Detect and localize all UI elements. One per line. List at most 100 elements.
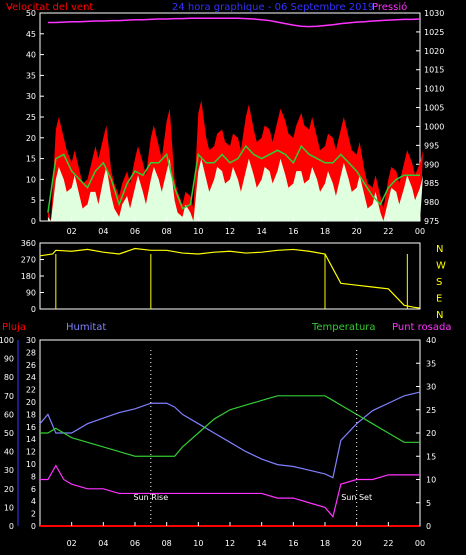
temperatura-tick-label: 30 — [426, 383, 436, 392]
pluja-tick-label: 30 — [26, 336, 36, 345]
pluja-tick-label: 20 — [26, 398, 36, 407]
humitat-tick-label: 40 — [4, 448, 14, 457]
x-tick-label: 08 — [162, 227, 172, 236]
pluja-tick-label: 24 — [26, 373, 36, 382]
pressure-line — [47, 17, 421, 28]
humitat-tick-label: 60 — [4, 410, 14, 419]
wind-y-tick-label: 35 — [26, 71, 36, 80]
direction-letter: N — [436, 244, 443, 255]
x-tick-label: 22 — [383, 539, 393, 548]
pluja-tick-label: 14 — [26, 435, 36, 444]
x-tick-label: 22 — [383, 227, 393, 236]
x-tick-label: 06 — [130, 539, 140, 548]
temperatura-label: Temperatura — [311, 322, 376, 333]
series-humitat — [39, 391, 421, 479]
pluja-label: Pluja — [2, 322, 26, 333]
pluja-tick-label: 12 — [26, 448, 36, 457]
pluja-tick-label: 28 — [26, 348, 36, 357]
sun-rise-label: Sun Rise — [134, 493, 169, 502]
x-tick-label: 12 — [225, 227, 235, 236]
pressure-y-tick-label: 1020 — [424, 47, 444, 56]
direction-panel-frame — [39, 242, 421, 310]
pluja-tick-label: 16 — [26, 423, 36, 432]
pressure-y-tick-label: 1025 — [424, 28, 444, 37]
chart-title: 24 hora graphique - 06 Septembre 2019 — [172, 2, 374, 13]
direction-letter: E — [436, 294, 442, 305]
x-tick-label: 12 — [225, 539, 235, 548]
x-tick-label: 06 — [130, 227, 140, 236]
wind-y-tick-label: 30 — [26, 92, 36, 101]
temperatura-tick-label: 15 — [426, 452, 436, 461]
x-tick-label: 02 — [67, 227, 77, 236]
x-tick-label: 16 — [288, 539, 298, 548]
pluja-tick-label: 8 — [31, 472, 36, 481]
wind-panel: 0510152025303540455097598098599099510001… — [26, 9, 445, 236]
wind-y-tick-label: 45 — [26, 30, 36, 39]
humitat-tick-label: 30 — [4, 466, 14, 475]
x-tick-label: 20 — [352, 227, 362, 236]
pluja-tick-label: 18 — [26, 410, 36, 419]
direction-y-tick-label: 180 — [21, 272, 36, 281]
pluja-tick-label: 0 — [31, 522, 36, 531]
x-tick-label: 20 — [352, 539, 362, 548]
wind-y-tick-label: 5 — [31, 196, 36, 205]
temperatura-tick-label: 10 — [426, 476, 436, 485]
pressure-y-tick-label: 1000 — [424, 122, 444, 131]
series-temperatura — [40, 395, 420, 457]
direction-line — [39, 247, 421, 309]
wind-y-tick-label: 10 — [26, 175, 36, 184]
humitat-tick-label: 70 — [4, 392, 14, 401]
temperatura-tick-label: 20 — [426, 429, 436, 438]
humitat-tick-label: 0 — [9, 522, 14, 531]
wind-y-tick-label: 20 — [26, 134, 36, 143]
pressure-y-tick-label: 975 — [424, 217, 439, 226]
humitat-tick-label: 20 — [4, 485, 14, 494]
series-punt-rosada — [40, 464, 420, 518]
pressure-y-tick-label: 1015 — [424, 66, 444, 75]
wind-y-tick-label: 15 — [26, 155, 36, 164]
pressure-y-tick-label: 1005 — [424, 104, 444, 113]
pressure-y-tick-label: 985 — [424, 179, 439, 188]
wind-y-tick-label: 25 — [26, 113, 36, 122]
wind-y-tick-label: 50 — [26, 9, 36, 18]
x-tick-label: 14 — [257, 539, 267, 548]
humitat-tick-label: 100 — [0, 336, 14, 345]
temperatura-tick-label: 40 — [426, 336, 436, 345]
pluja-tick-label: 22 — [26, 386, 36, 395]
pressure-y-tick-label: 1010 — [424, 85, 444, 94]
pressure-y-tick-label: 990 — [424, 160, 439, 169]
x-tick-label: 10 — [193, 539, 203, 548]
humitat-tick-label: 90 — [4, 355, 14, 364]
x-tick-label: 18 — [320, 227, 330, 236]
wind-speed-title: Velocitat del vent — [6, 2, 93, 13]
pluja-tick-label: 10 — [26, 460, 36, 469]
pressure-title: Pressió — [372, 1, 407, 13]
humitat-tick-label: 80 — [4, 373, 14, 382]
x-tick-label: 14 — [257, 227, 267, 236]
direction-y-tick-label: 360 — [21, 239, 36, 248]
humitat-label: Humitat — [66, 322, 106, 333]
temperatura-tick-label: 25 — [426, 406, 436, 415]
pluja-tick-label: 2 — [31, 510, 36, 519]
x-tick-label: 00 — [415, 539, 425, 548]
wind-y-tick-label: 0 — [31, 217, 36, 226]
x-tick-label: 02 — [67, 539, 77, 548]
direction-y-tick-label: 0 — [31, 305, 36, 314]
humitat-tick-label: 50 — [4, 429, 14, 438]
climate-panel: 0102030405060708090100024681012141618202… — [0, 336, 436, 548]
x-tick-label: 04 — [98, 227, 108, 236]
pressure-y-tick-label: 995 — [424, 141, 439, 150]
direction-letter: S — [436, 277, 442, 288]
sun-set-label: Sun Set — [341, 493, 372, 502]
temperatura-tick-label: 5 — [426, 499, 431, 508]
x-tick-label: 00 — [415, 227, 425, 236]
temperatura-tick-label: 0 — [426, 522, 431, 531]
min-wind-area — [47, 158, 424, 221]
average-wind-line — [47, 144, 420, 213]
pluja-tick-label: 6 — [31, 485, 36, 494]
humitat-tick-label: 10 — [4, 503, 14, 512]
pluja-tick-label: 26 — [26, 361, 36, 370]
pressure-y-tick-label: 1030 — [424, 9, 444, 18]
x-tick-label: 18 — [320, 539, 330, 548]
